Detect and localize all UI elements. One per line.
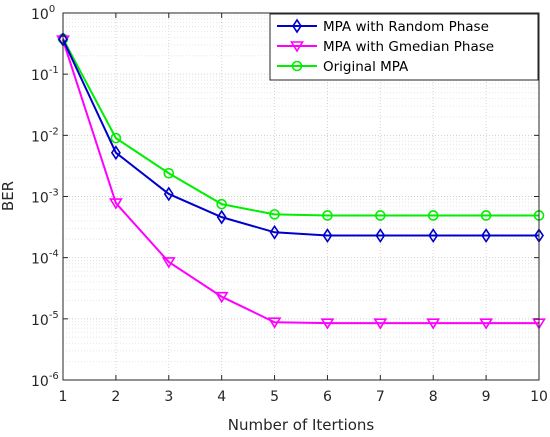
data-point — [375, 228, 386, 243]
series-line — [62, 38, 539, 217]
legend-entry: MPA with Random Phase — [277, 18, 489, 35]
data-point — [322, 228, 333, 243]
data-point — [480, 210, 492, 221]
series-1 — [56, 35, 546, 330]
y-tick-label: 10-4 — [31, 249, 59, 268]
x-tick-label: 3 — [164, 389, 173, 405]
data-point — [110, 132, 122, 144]
data-point — [269, 224, 280, 240]
data-point — [481, 228, 492, 243]
legend: MPA with Random Phase MPA with Gmedian Ph… — [269, 13, 539, 81]
y-tick-label: 10-6 — [31, 371, 59, 390]
series-layer — [56, 31, 546, 330]
x-tick-label: 10 — [530, 389, 548, 405]
legend-marker — [290, 41, 304, 53]
data-point — [426, 318, 441, 330]
data-point — [267, 317, 282, 329]
x-tick-label: 6 — [323, 389, 332, 405]
legend-items: MPA with Random Phase MPA with Gmedian Ph… — [277, 18, 494, 75]
y-tick-label: 100 — [31, 4, 55, 23]
x-tick-label: 5 — [270, 389, 279, 405]
data-point — [373, 318, 388, 330]
series-line — [62, 38, 539, 237]
x-tick-label: 9 — [482, 389, 491, 405]
data-point — [216, 198, 227, 210]
y-tick-label: 10-1 — [31, 65, 59, 84]
x-axis-label: Number of Itertions — [228, 416, 375, 434]
legend-label: Original MPA — [323, 59, 409, 75]
y-axis-label: BER — [0, 181, 17, 211]
legend-label: MPA with Gmedian Phase — [323, 39, 494, 55]
legend-marker — [291, 60, 303, 72]
data-point — [320, 318, 335, 330]
series-line — [62, 39, 539, 325]
data-point — [428, 228, 439, 243]
data-point — [161, 257, 176, 269]
y-tick-label: 10-2 — [31, 126, 59, 145]
data-point — [163, 167, 175, 179]
data-point — [163, 186, 174, 202]
legend-label: MPA with Random Phase — [323, 19, 489, 35]
data-point — [427, 210, 439, 221]
x-tick-label: 2 — [111, 389, 120, 405]
x-tick-label: 4 — [217, 389, 226, 405]
data-point — [375, 210, 386, 221]
data-point — [216, 209, 227, 225]
data-point — [269, 209, 280, 220]
x-tick-labels: 1 2 3 4 5 6 7 8 9 10 — [59, 389, 548, 405]
data-point — [110, 145, 121, 161]
y-tick-label: 10-3 — [31, 188, 59, 207]
y-tick-labels: 10-6 10-5 10-4 10-3 10-2 10-1 100 — [31, 4, 59, 390]
data-point — [108, 198, 123, 210]
legend-entry: Original MPA — [277, 59, 409, 75]
x-tick-label: 1 — [59, 389, 68, 405]
x-tick-label: 7 — [376, 389, 385, 405]
legend-marker — [292, 18, 302, 34]
legend-entry: MPA with Gmedian Phase — [277, 39, 494, 55]
data-point — [214, 291, 229, 304]
y-tick-label: 10-5 — [31, 310, 59, 329]
data-point — [322, 210, 333, 221]
series-0 — [58, 31, 544, 243]
x-tick-label: 8 — [429, 389, 438, 405]
data-point — [479, 318, 494, 330]
